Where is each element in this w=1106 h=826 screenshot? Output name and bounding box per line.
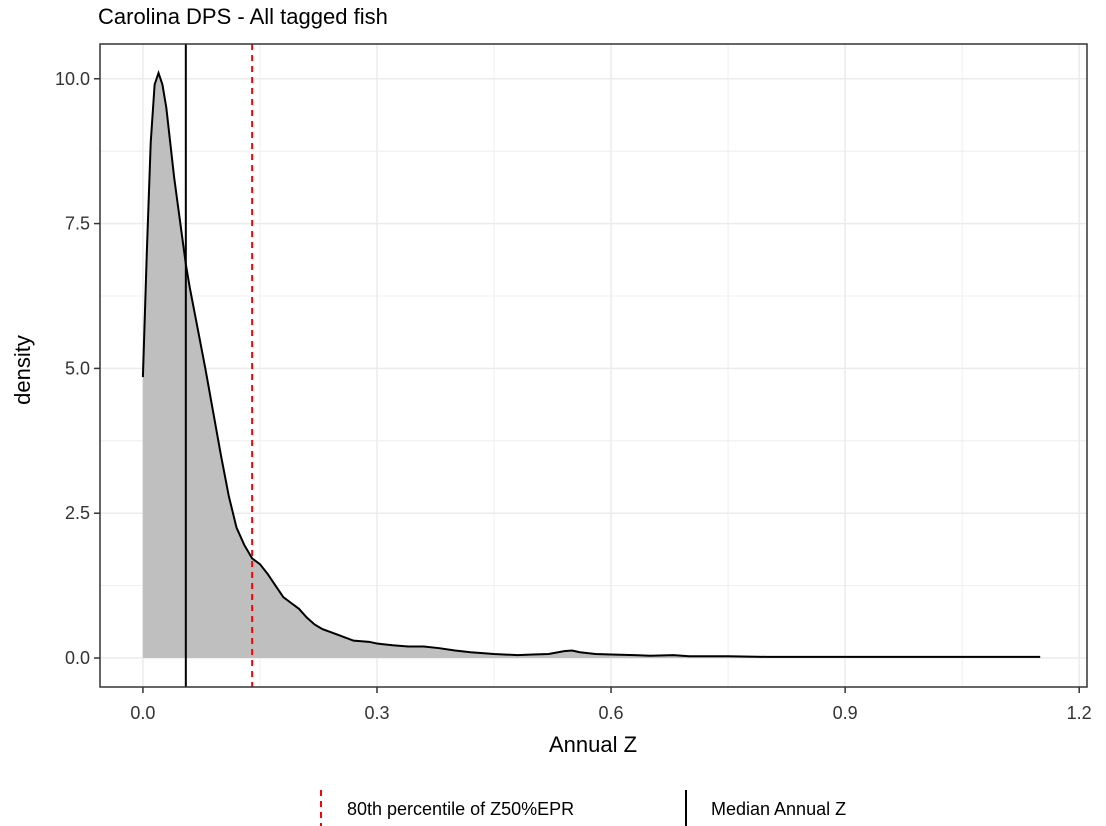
legend-label-percentile-80: 80th percentile of Z50%EPR <box>347 799 574 819</box>
chart-title: Carolina DPS - All tagged fish <box>98 4 388 29</box>
x-axis-ticks: 0.0 0.3 0.6 0.9 1.2 <box>130 687 1092 723</box>
x-tick-label: 0.6 <box>599 703 624 723</box>
plot-panel-border <box>99 43 1088 688</box>
x-tick-label: 0.3 <box>364 703 389 723</box>
y-tick-label: 0.0 <box>65 648 90 668</box>
y-axis-title: density <box>10 335 35 405</box>
y-tick-label: 5.0 <box>65 358 90 378</box>
x-tick-label: 0.0 <box>130 703 155 723</box>
x-tick-label: 1.2 <box>1067 703 1092 723</box>
y-tick-label: 2.5 <box>65 503 90 523</box>
x-tick-label: 0.9 <box>833 703 858 723</box>
legend-label-median-annual-z: Median Annual Z <box>711 799 846 819</box>
x-axis-title: Annual Z <box>549 732 637 757</box>
y-tick-label: 7.5 <box>65 214 90 234</box>
y-tick-label: 10.0 <box>55 69 90 89</box>
y-axis-ticks: 0.0 2.5 5.0 7.5 10.0 <box>55 69 100 668</box>
density-area <box>142 72 1041 659</box>
legend: 80th percentile of Z50%EPR Median Annual… <box>320 790 846 826</box>
density-line <box>141 69 1041 658</box>
